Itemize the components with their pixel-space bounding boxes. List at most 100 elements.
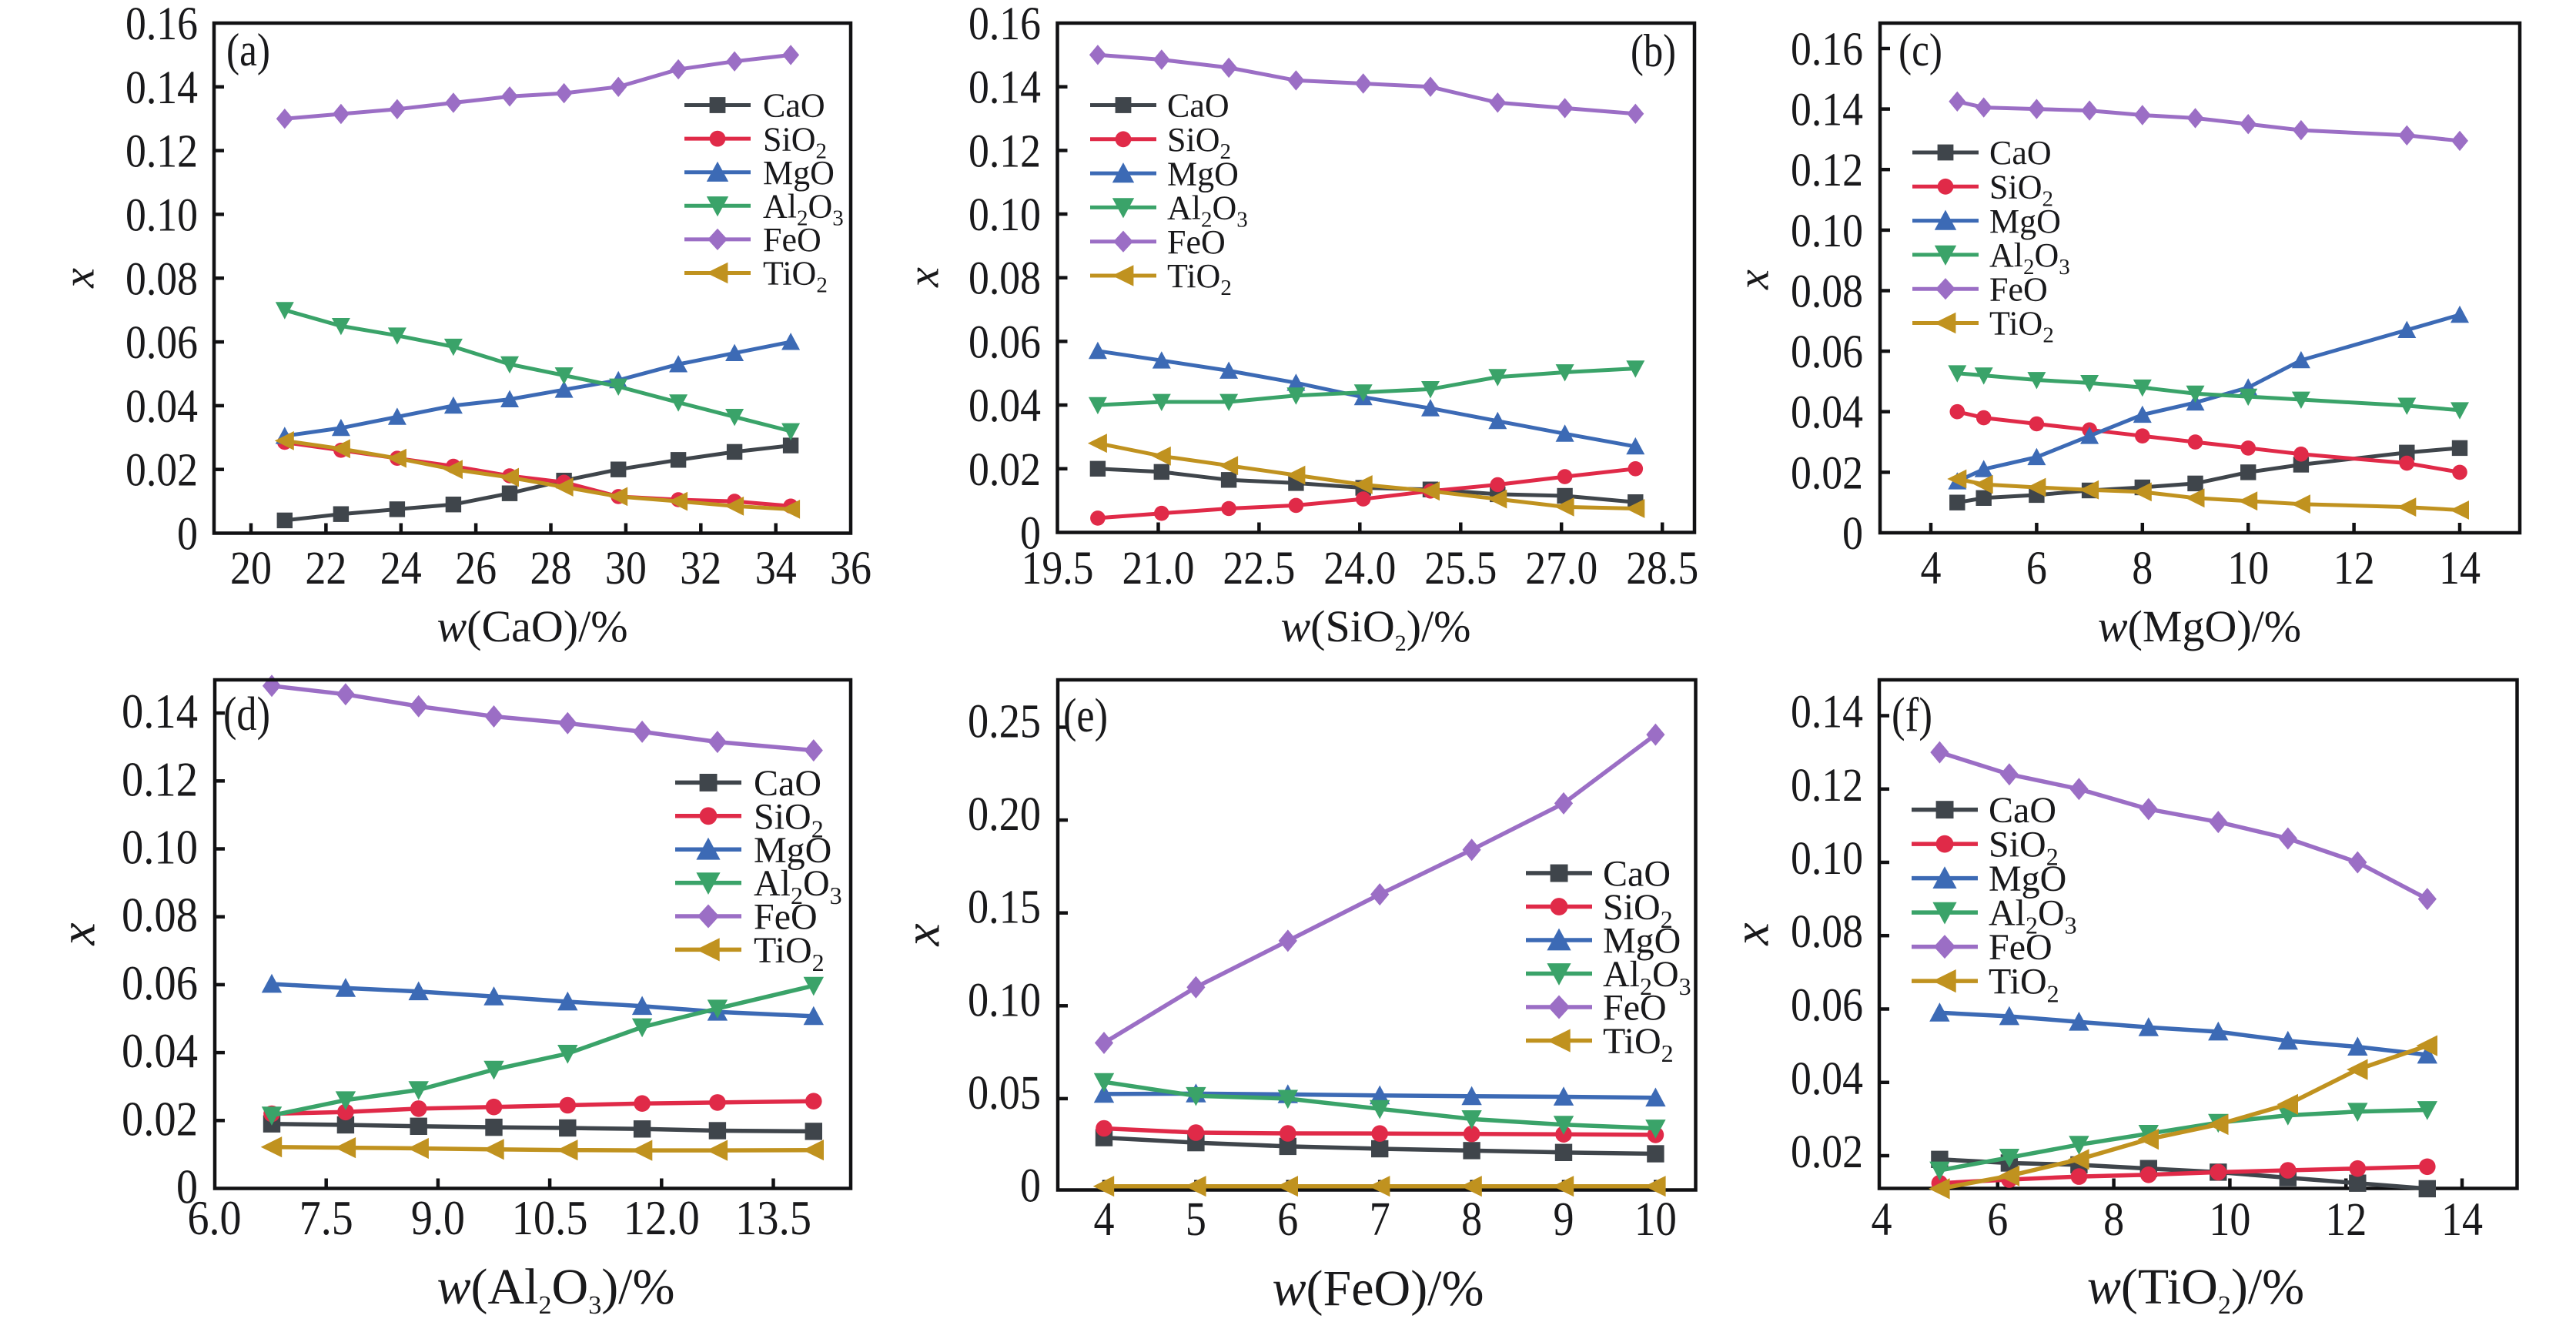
svg-text:x: x xyxy=(50,922,106,945)
svg-text:0.10: 0.10 xyxy=(969,189,1041,241)
svg-text:w(FeO)/%: w(FeO)/% xyxy=(1273,1260,1484,1317)
svg-text:0.02: 0.02 xyxy=(1791,1126,1863,1178)
svg-text:0.04: 0.04 xyxy=(122,1023,198,1078)
svg-text:(d): (d) xyxy=(223,688,270,741)
svg-text:26: 26 xyxy=(455,543,497,594)
svg-text:Al2O3: Al2O3 xyxy=(1989,893,2077,939)
svg-text:0.16: 0.16 xyxy=(969,0,1041,50)
svg-text:28: 28 xyxy=(530,543,572,594)
svg-text:0: 0 xyxy=(176,1160,198,1214)
svg-text:0.16: 0.16 xyxy=(125,0,198,50)
svg-text:7.5: 7.5 xyxy=(299,1190,353,1245)
svg-text:TiO2: TiO2 xyxy=(763,255,828,298)
svg-text:MgO: MgO xyxy=(1989,202,2061,240)
svg-text:12.0: 12.0 xyxy=(624,1190,700,1245)
svg-text:0.15: 0.15 xyxy=(968,882,1041,934)
svg-text:FeO: FeO xyxy=(754,897,818,938)
svg-text:0.12: 0.12 xyxy=(969,126,1041,177)
svg-text:24.0: 24.0 xyxy=(1323,543,1396,594)
svg-text:6: 6 xyxy=(2026,543,2047,594)
svg-text:CaO: CaO xyxy=(1989,790,2056,831)
svg-text:x: x xyxy=(1728,269,1778,290)
svg-text:0.04: 0.04 xyxy=(125,381,198,433)
svg-text:8: 8 xyxy=(1461,1193,1482,1246)
svg-text:0.02: 0.02 xyxy=(1791,447,1863,499)
svg-text:(b): (b) xyxy=(1631,25,1676,76)
svg-text:0.16: 0.16 xyxy=(1791,24,1863,75)
svg-text:21.0: 21.0 xyxy=(1122,543,1195,594)
svg-text:MgO: MgO xyxy=(763,154,835,192)
svg-text:5: 5 xyxy=(1186,1193,1206,1246)
svg-text:MgO: MgO xyxy=(754,830,831,871)
svg-text:w(CaO)/%: w(CaO)/% xyxy=(437,601,627,651)
svg-text:x: x xyxy=(898,267,948,288)
svg-text:34: 34 xyxy=(755,543,797,594)
svg-text:CaO: CaO xyxy=(763,87,825,125)
svg-text:FeO: FeO xyxy=(763,221,821,259)
svg-text:27.0: 27.0 xyxy=(1525,543,1597,594)
svg-text:0.08: 0.08 xyxy=(122,888,198,942)
svg-text:CaO: CaO xyxy=(1603,854,1671,895)
svg-text:22.5: 22.5 xyxy=(1223,543,1295,594)
svg-text:8: 8 xyxy=(2132,543,2153,594)
svg-text:w(TiO2)/%: w(TiO2)/% xyxy=(2087,1259,2304,1320)
svg-text:19.5: 19.5 xyxy=(1022,543,1094,594)
svg-text:0.25: 0.25 xyxy=(968,696,1041,748)
svg-text:30: 30 xyxy=(605,543,647,594)
svg-text:32: 32 xyxy=(680,543,721,594)
svg-text:28.5: 28.5 xyxy=(1626,543,1698,594)
svg-text:(a): (a) xyxy=(226,25,270,75)
svg-text:20: 20 xyxy=(230,543,272,594)
svg-text:SiO2: SiO2 xyxy=(754,796,824,842)
svg-text:0.02: 0.02 xyxy=(125,445,198,497)
svg-text:(f): (f) xyxy=(1892,689,1932,741)
svg-text:0.10: 0.10 xyxy=(122,820,198,875)
svg-text:0.08: 0.08 xyxy=(1791,906,1863,958)
svg-text:0.08: 0.08 xyxy=(125,253,198,305)
svg-text:7: 7 xyxy=(1370,1193,1390,1246)
svg-text:0.04: 0.04 xyxy=(1791,387,1863,439)
svg-text:0.08: 0.08 xyxy=(1791,266,1863,318)
svg-text:FeO: FeO xyxy=(1167,223,1226,261)
svg-text:4: 4 xyxy=(1921,543,1942,594)
svg-text:0.20: 0.20 xyxy=(968,788,1041,841)
svg-text:w(SiO2)/%: w(SiO2)/% xyxy=(1280,601,1470,656)
svg-text:25.5: 25.5 xyxy=(1424,543,1497,594)
svg-text:24: 24 xyxy=(380,543,422,594)
svg-text:0.06: 0.06 xyxy=(125,317,198,369)
svg-text:FeO: FeO xyxy=(1989,270,2048,308)
svg-text:SiO2: SiO2 xyxy=(1167,121,1231,164)
svg-text:0.04: 0.04 xyxy=(969,380,1041,432)
svg-text:0.02: 0.02 xyxy=(969,444,1041,496)
svg-text:0.14: 0.14 xyxy=(1791,85,1863,136)
svg-text:CaO: CaO xyxy=(1989,134,2052,172)
svg-text:MgO: MgO xyxy=(1989,858,2066,899)
svg-text:0.06: 0.06 xyxy=(1791,326,1863,378)
svg-text:0: 0 xyxy=(1842,508,1863,560)
svg-text:22: 22 xyxy=(305,543,346,594)
svg-text:FeO: FeO xyxy=(1603,988,1667,1029)
svg-text:10: 10 xyxy=(2227,543,2269,594)
svg-text:0.10: 0.10 xyxy=(1791,206,1863,257)
svg-text:12: 12 xyxy=(2333,543,2375,594)
svg-text:10: 10 xyxy=(1634,1193,1677,1246)
svg-text:0.12: 0.12 xyxy=(125,126,198,178)
svg-text:0: 0 xyxy=(1020,1160,1041,1213)
svg-text:0.10: 0.10 xyxy=(1791,833,1863,885)
svg-text:0.12: 0.12 xyxy=(1791,760,1863,812)
svg-text:0.12: 0.12 xyxy=(1791,145,1863,196)
svg-text:0.14: 0.14 xyxy=(1791,687,1863,738)
svg-text:SiO2: SiO2 xyxy=(1603,887,1673,933)
svg-text:0.14: 0.14 xyxy=(122,684,198,738)
svg-text:6.0: 6.0 xyxy=(188,1190,242,1245)
svg-text:CaO: CaO xyxy=(1167,87,1229,125)
svg-text:4: 4 xyxy=(1872,1194,1892,1246)
svg-text:w(MgO)/%: w(MgO)/% xyxy=(2098,601,2301,651)
svg-text:x: x xyxy=(1724,922,1780,945)
svg-text:x: x xyxy=(54,268,104,289)
svg-text:MgO: MgO xyxy=(1167,155,1239,192)
svg-text:MgO: MgO xyxy=(1603,921,1681,962)
svg-text:14: 14 xyxy=(2439,543,2481,594)
svg-text:9.0: 9.0 xyxy=(411,1190,465,1245)
svg-text:CaO: CaO xyxy=(754,763,821,804)
